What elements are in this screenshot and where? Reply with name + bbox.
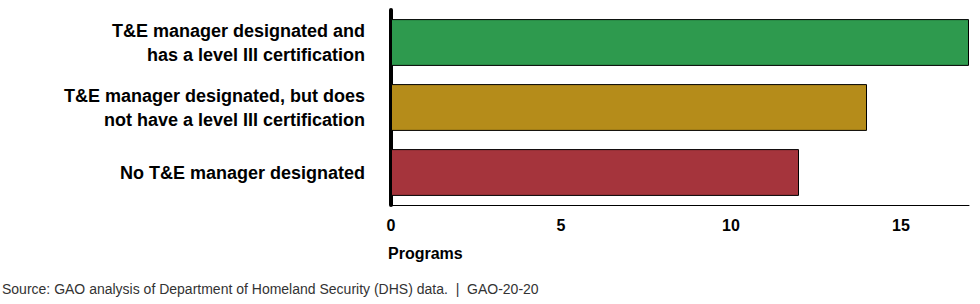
- svg-text:0: 0: [387, 217, 396, 234]
- svg-text:T&E manager designated, but do: T&E manager designated, but does: [64, 86, 365, 106]
- svg-text:has a level III certification: has a level III certification: [147, 45, 365, 65]
- svg-text:not have a level III certifica: not have a level III certification: [104, 110, 365, 130]
- svg-text:15: 15: [892, 217, 910, 234]
- svg-text:Source: GAO analysis of Depart: Source: GAO analysis of Department of Ho…: [2, 281, 539, 297]
- svg-text:No T&E manager designated: No T&E manager designated: [120, 163, 365, 183]
- svg-text:Programs: Programs: [388, 245, 463, 262]
- svg-text:T&E manager designated and: T&E manager designated and: [112, 21, 365, 41]
- svg-text:5: 5: [557, 217, 566, 234]
- svg-text:10: 10: [722, 217, 740, 234]
